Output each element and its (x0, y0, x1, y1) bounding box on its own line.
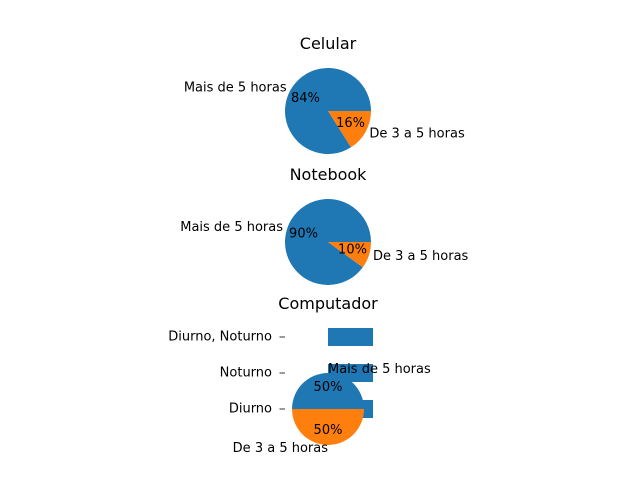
pie-slice (285, 68, 371, 155)
slice-label: De 3 a 5 horas (373, 249, 469, 264)
pie-chart-2: Computador Mais de 5 horas 50% De 3 a 5 hor… (233, 294, 431, 456)
y-tick-label: Diurno, Noturno (168, 330, 272, 345)
pie-chart-0: Celular Mais de 5 horas 84% De 3 a 5 horas 1… (184, 34, 465, 155)
slice-percent-label: 50% (314, 380, 343, 395)
slice-percent-label: 84% (291, 91, 320, 106)
slice-label: Mais de 5 horas (180, 220, 283, 235)
chart-title: Notebook (290, 165, 368, 184)
pie-slice (292, 409, 364, 445)
pie-slice (328, 111, 371, 148)
chart-title: Computador (278, 294, 378, 313)
pie-slice (328, 242, 371, 268)
pie-slice (285, 198, 371, 285)
slice-label: De 3 a 5 horas (233, 441, 329, 456)
slice-label: De 3 a 5 horas (369, 126, 465, 141)
bar (328, 328, 373, 346)
y-tick-label: Diurno (229, 402, 272, 417)
y-tick-label: Noturno (220, 366, 272, 381)
slice-label: Mais de 5 horas (184, 81, 287, 96)
slice-percent-label: 90% (289, 227, 318, 242)
slice-percent-label: 16% (336, 116, 365, 131)
slice-percent-label: 10% (338, 243, 367, 258)
pie-chart-1: Notebook Mais de 5 horas 90% De 3 a 5 horas… (180, 165, 469, 285)
slice-percent-label: 50% (314, 423, 343, 438)
slice-label: Mais de 5 horas (328, 362, 431, 377)
charts-layer: Celular Mais de 5 horas 84% De 3 a 5 horas 1… (168, 34, 468, 456)
chart-title: Celular (300, 34, 357, 53)
pie-slice (292, 373, 364, 409)
